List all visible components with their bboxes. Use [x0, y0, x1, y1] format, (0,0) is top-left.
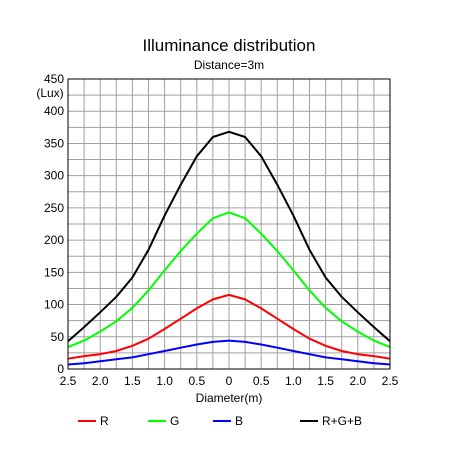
plot-frame — [67, 78, 391, 370]
chart-title: Illuminance distribution — [143, 36, 316, 55]
x-tick-label: 0 — [226, 374, 233, 388]
x-tick-label: 2.5 — [382, 374, 399, 388]
x-tick-label: 1.5 — [317, 374, 334, 388]
y-tick-label: 300 — [44, 169, 64, 183]
y-tick-label: 100 — [44, 298, 64, 312]
series-line-g — [67, 211, 391, 349]
x-tick-label: 2.0 — [349, 374, 366, 388]
y-tick-label: 150 — [44, 265, 64, 279]
y-tick-label: 400 — [44, 104, 64, 118]
y-tick-label: 350 — [44, 136, 64, 150]
y-tick-label: 0 — [57, 362, 64, 376]
series-line-r-g-b — [67, 130, 391, 343]
series-lines — [67, 130, 391, 366]
tick-labels: 2.5 2.0 1.5 1.0 0.5 0 0.5 1.0 1.5 2.0 2.5050100150… — [44, 72, 399, 388]
legend-label: G — [170, 414, 179, 428]
x-tick-label: 0.5 — [253, 374, 270, 388]
legend: R G B R+G+B — [78, 414, 362, 428]
y-tick-label: 200 — [44, 233, 64, 247]
y-tick-label: 50 — [51, 330, 65, 344]
series-line-b — [67, 339, 391, 366]
x-tick-label: 1.5 — [124, 374, 141, 388]
x-tick-label: 0.5 — [188, 374, 205, 388]
y-tick-label: 250 — [44, 201, 64, 215]
x-tick-label: 1.0 — [156, 374, 173, 388]
y-tick-label: 450 — [44, 72, 64, 86]
x-tick-label: 2.5 — [60, 374, 77, 388]
legend-label: B — [235, 414, 243, 428]
x-tick-label: 1.0 — [285, 374, 302, 388]
chart-subtitle: Distance=3m — [194, 58, 264, 72]
legend-label: R — [100, 414, 109, 428]
x-tick-label: 2.0 — [92, 374, 109, 388]
grid — [67, 78, 391, 370]
y-axis-label: (Lux) — [36, 86, 63, 100]
series-line-r — [67, 293, 391, 360]
x-axis-label: Diameter(m) — [196, 391, 263, 405]
legend-label: R+G+B — [322, 414, 362, 428]
